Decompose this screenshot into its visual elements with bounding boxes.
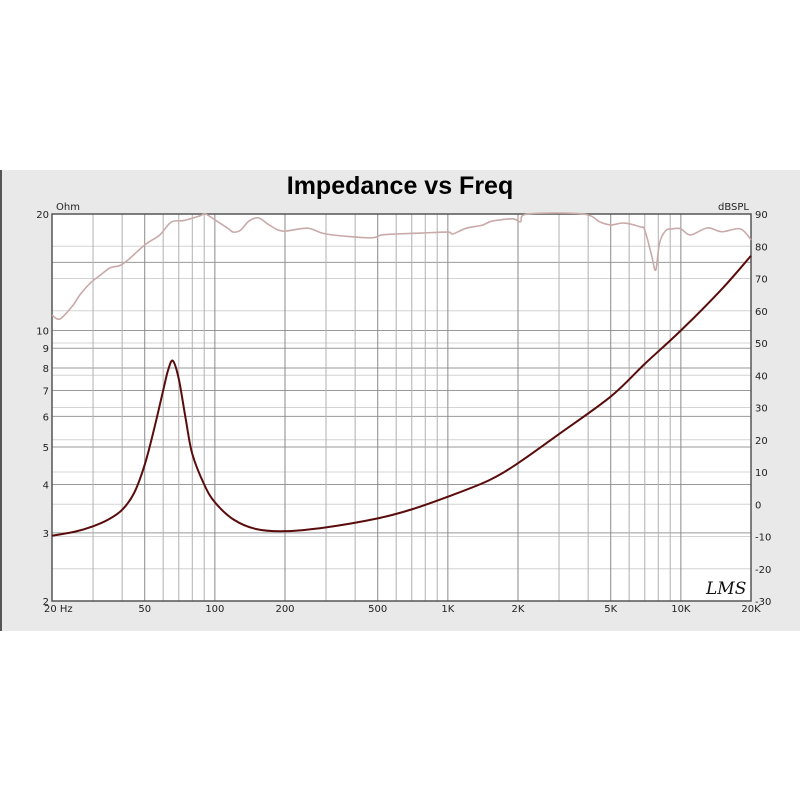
right-tick-label: 50 (755, 339, 768, 350)
right-tick-label: -20 (755, 565, 771, 576)
right-axis-label: dBSPL (718, 202, 749, 213)
lms-watermark: LMS (705, 579, 746, 599)
left-tick-label: 10 (36, 326, 49, 337)
right-tick-label: 30 (755, 404, 768, 415)
left-tick-label: 8 (43, 364, 49, 375)
x-tick-label: 5K (604, 604, 617, 615)
right-tick-label: 70 (755, 275, 768, 286)
x-tick-label: 1K (441, 604, 454, 615)
x-tick-label: 50 (138, 604, 151, 615)
left-tick-label: 6 (43, 412, 49, 423)
x-tick-label: 2K (512, 604, 525, 615)
right-tick-label: 90 (755, 210, 768, 221)
chart-title: Impedance vs Freq (286, 172, 514, 200)
impedance-series-line (51, 255, 752, 537)
x-tick-label: 20K (741, 604, 761, 615)
left-tick-label: 2 (43, 597, 49, 608)
x-tick-label: 100 (205, 604, 224, 615)
x-tick-label: 200 (275, 604, 294, 615)
left-tick-label: 20 (36, 210, 49, 221)
right-tick-label: 20 (755, 436, 768, 447)
left-tick-label: 4 (43, 481, 49, 492)
left-axis-label: Ohm (56, 202, 80, 213)
left-tick-label: 5 (43, 443, 49, 454)
right-tick-label: 0 (755, 500, 761, 511)
right-tick-label: -10 (755, 533, 771, 544)
x-tick-label: 500 (368, 604, 387, 615)
right-tick-label: -30 (755, 597, 771, 608)
right-tick-label: 80 (755, 242, 768, 253)
right-tick-label: 40 (755, 371, 768, 382)
x-tick-label: 10K (671, 604, 691, 615)
right-tick-label: 10 (755, 468, 768, 479)
left-tick-label: 7 (43, 386, 49, 397)
left-tick-label: 3 (43, 529, 49, 540)
left-tick-label: 9 (43, 344, 49, 355)
spl-series-line (51, 212, 752, 321)
plot-border (51, 213, 752, 602)
x-tick-label: 20 Hz (44, 604, 73, 615)
right-tick-label: 60 (755, 307, 768, 318)
